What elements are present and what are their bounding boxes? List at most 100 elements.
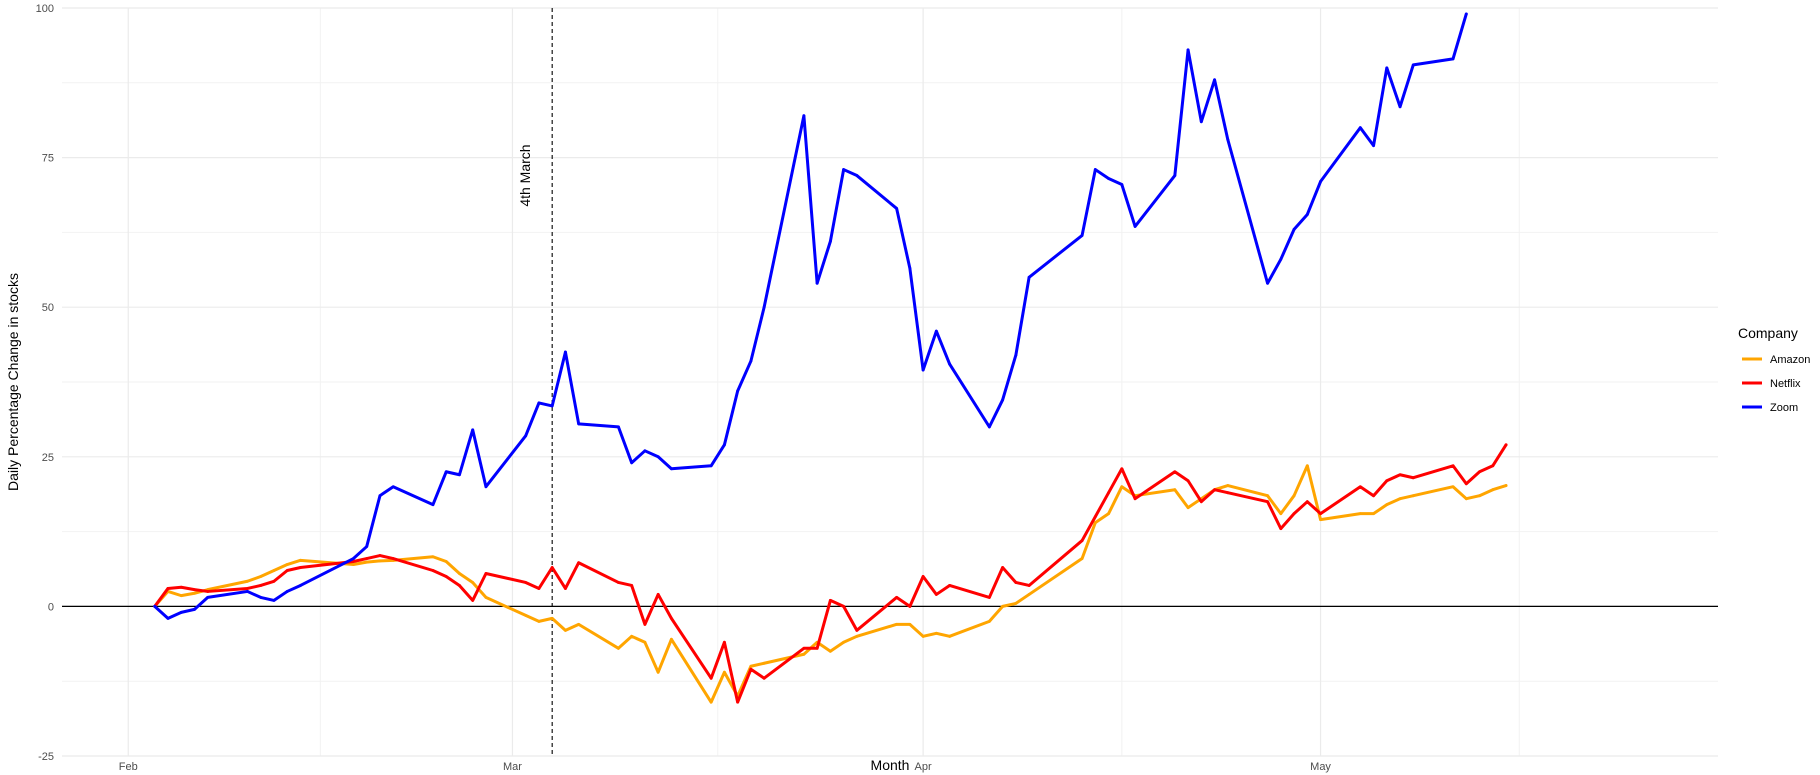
- data-point-zoom: [471, 428, 475, 432]
- data-point-netflix: [1266, 500, 1269, 504]
- data-point-amazon: [855, 634, 859, 638]
- data-point-amazon: [524, 613, 528, 617]
- x-tick-label: May: [1310, 761, 1331, 773]
- legend-title: Company: [1738, 325, 1798, 341]
- data-point-amazon: [1173, 488, 1177, 492]
- data-point-amazon: [749, 664, 753, 668]
- data-point-zoom: [921, 368, 925, 372]
- data-point-zoom: [299, 584, 302, 587]
- data-point-amazon: [709, 700, 713, 704]
- data-point-netflix: [299, 566, 302, 569]
- data-point-amazon: [1120, 485, 1124, 489]
- data-point-zoom: [259, 596, 263, 599]
- data-point-amazon: [1027, 593, 1031, 596]
- data-point-amazon: [577, 622, 581, 626]
- data-point-netflix: [1186, 479, 1190, 483]
- data-point-zoom: [577, 422, 581, 426]
- series-line-amazon: [153, 464, 1508, 704]
- data-point-amazon: [444, 560, 448, 563]
- data-point-amazon: [1226, 484, 1230, 487]
- data-point-zoom: [550, 404, 554, 408]
- data-point-zoom: [1279, 257, 1283, 261]
- data-point-amazon: [299, 558, 302, 562]
- data-point-amazon: [458, 572, 461, 575]
- data-point-amazon: [431, 555, 435, 559]
- data-point-zoom: [895, 207, 899, 210]
- data-point-netflix: [736, 700, 740, 704]
- data-point-netflix: [815, 646, 819, 650]
- data-point-netflix: [1305, 500, 1309, 504]
- data-point-amazon: [1398, 497, 1402, 501]
- data-point-amazon: [1491, 488, 1495, 492]
- data-point-netflix: [1385, 479, 1389, 483]
- x-tick-label: Mar: [503, 761, 522, 773]
- reference-lines: [62, 8, 1718, 756]
- data-point-amazon: [1372, 512, 1375, 516]
- data-point-netflix: [749, 667, 753, 671]
- data-point-netflix: [1014, 581, 1018, 584]
- data-point-netflix: [1398, 473, 1402, 477]
- data-point-zoom: [1319, 180, 1322, 183]
- data-point-zoom: [1186, 48, 1190, 52]
- data-point-zoom: [815, 281, 819, 285]
- data-point-zoom: [246, 590, 249, 593]
- data-point-netflix: [908, 605, 912, 608]
- data-point-amazon: [987, 619, 991, 623]
- data-point-netflix: [617, 581, 620, 584]
- data-point-zoom: [709, 464, 713, 468]
- data-point-amazon: [921, 634, 925, 638]
- data-point-amazon: [656, 670, 660, 674]
- data-point-zoom: [285, 590, 289, 593]
- series-points-amazon: [153, 464, 1508, 704]
- data-point-amazon: [365, 560, 369, 564]
- data-point-netflix: [365, 557, 369, 560]
- data-point-netflix: [352, 560, 355, 563]
- series-points-netflix: [153, 443, 1508, 704]
- grid-lines: [62, 7, 1718, 757]
- data-point-zoom: [365, 545, 369, 548]
- data-point-netflix: [391, 557, 395, 560]
- data-point-amazon: [1464, 497, 1468, 501]
- data-point-netflix: [1464, 482, 1468, 486]
- data-point-netflix: [179, 585, 183, 589]
- data-point-zoom: [1358, 126, 1362, 130]
- data-point-netflix: [630, 584, 634, 587]
- data-point-zoom: [564, 350, 567, 354]
- data-point-netflix: [484, 572, 488, 575]
- data-point-amazon: [670, 637, 673, 641]
- data-point-netflix: [378, 554, 382, 557]
- vline-annotation: 4th March: [517, 144, 533, 206]
- data-point-amazon: [802, 652, 806, 656]
- data-point-amazon: [1093, 521, 1097, 525]
- data-point-netflix: [1001, 566, 1005, 569]
- data-point-amazon: [246, 579, 249, 583]
- data-point-zoom: [458, 473, 461, 477]
- data-point-amazon: [193, 591, 196, 595]
- data-point-netflix: [458, 584, 461, 587]
- data-point-amazon: [1014, 602, 1018, 605]
- data-point-zoom: [1305, 213, 1309, 216]
- data-point-netflix: [921, 575, 925, 578]
- series-lines: [153, 12, 1508, 704]
- y-tick-label: 0: [48, 601, 54, 613]
- legend-label-netflix: Netflix: [1770, 378, 1801, 390]
- data-point-zoom: [855, 174, 859, 177]
- data-point-amazon: [1385, 503, 1389, 507]
- axes: -25 0 25 50 75 100 Feb Mar Apr May: [36, 3, 1332, 773]
- data-point-zoom: [179, 610, 183, 614]
- data-point-netflix: [537, 587, 541, 590]
- data-point-amazon: [1266, 494, 1269, 498]
- data-point-netflix: [1279, 527, 1283, 531]
- data-point-zoom: [1292, 228, 1296, 231]
- data-point-netflix: [987, 596, 991, 599]
- data-point-amazon: [550, 616, 554, 620]
- y-tick-label: 75: [42, 153, 54, 165]
- x-tick-label: Apr: [915, 761, 932, 773]
- data-point-netflix: [762, 676, 766, 680]
- data-point-zoom: [617, 425, 620, 429]
- data-point-zoom: [1411, 63, 1415, 67]
- legend: Company Amazon Netflix Zoom: [1738, 325, 1810, 414]
- data-point-netflix: [524, 581, 528, 584]
- data-point-zoom: [908, 266, 912, 270]
- data-point-amazon: [723, 670, 726, 674]
